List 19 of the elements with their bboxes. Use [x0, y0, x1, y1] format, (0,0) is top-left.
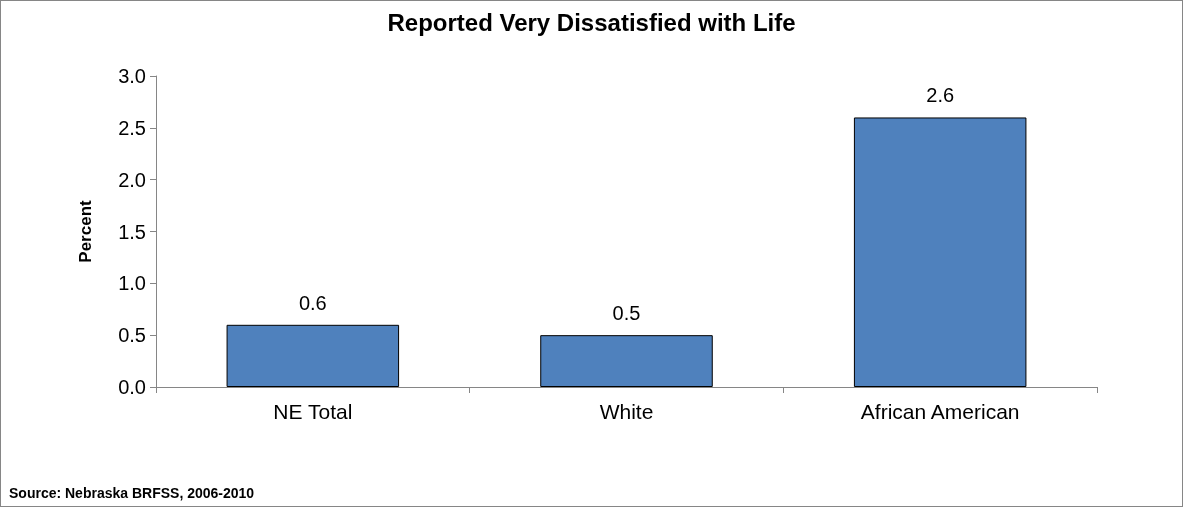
y-tick-label: 3.0: [118, 65, 146, 87]
y-tick-label: 0.5: [118, 324, 146, 347]
y-tick-label: 0.0: [118, 376, 146, 398]
source-note: Source: Nebraska BRFSS, 2006-2010: [9, 485, 255, 501]
bar: [853, 117, 1027, 387]
bar: [226, 324, 400, 387]
y-tick-label: 2.5: [118, 116, 146, 139]
data-label: 2.6: [926, 84, 955, 107]
data-label: 0.6: [298, 291, 327, 314]
x-tick-label: African American: [860, 400, 1020, 423]
y-tick-label: 1.5: [118, 220, 146, 243]
chart-title: Reported Very Dissatisfied with Life: [387, 8, 796, 36]
y-axis-title: Percent: [76, 199, 95, 263]
y-tick-label: 1.0: [118, 272, 146, 295]
bar: [540, 335, 713, 387]
y-tick-label: 2.0: [118, 168, 146, 191]
x-tick-label: NE Total: [273, 400, 353, 423]
data-label: 0.5: [612, 302, 641, 325]
x-tick-label: White: [599, 400, 654, 423]
